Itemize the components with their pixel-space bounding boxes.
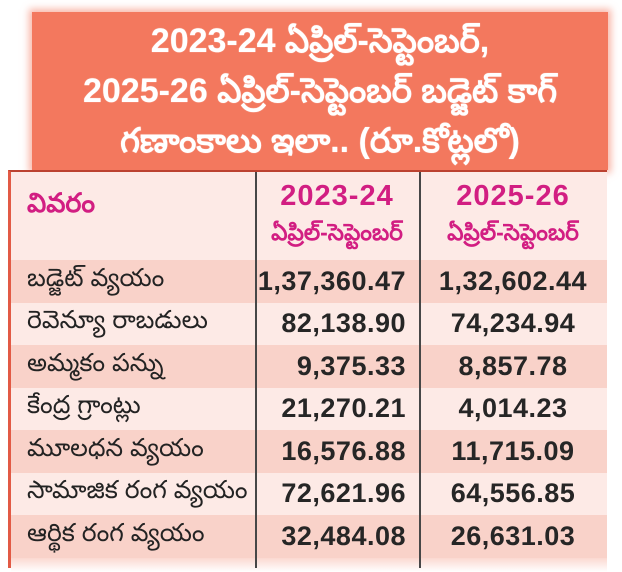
- value-2023: 32,484.08: [281, 520, 406, 551]
- row-label: బడ్జెట్ వ్యయం: [27, 263, 165, 292]
- value-2023: 16,576.88: [281, 435, 406, 466]
- header-cell-details: వివరం: [11, 172, 255, 260]
- table-row: కేంద్ర గ్రాంట్లు 21,270.21 4,014.23: [11, 387, 607, 430]
- table-row: మూలధన వ్యయం 16,576.88 11,715.09: [11, 430, 607, 473]
- header-cell-2023: 2023-24 ఏప్రిల్-సెప్టెంబర్: [255, 172, 419, 260]
- row-label: సామాజిక రంగ వ్యయం: [27, 476, 248, 505]
- column-header-2025-period: ఏప్రిల్-సెప్టెంబర్: [447, 219, 579, 245]
- bottom-fade: [11, 557, 607, 572]
- column-header-2023-year: 2023-24: [280, 180, 394, 212]
- title-line-3: గణాంకాలు ఇలా.. (రూ.కోట్లలో): [120, 122, 520, 160]
- value-2023: 1,37,360.47: [257, 265, 406, 296]
- row-label: ఆర్థిక రంగ వ్యయం: [27, 518, 205, 547]
- value-2023: 72,621.96: [281, 478, 406, 509]
- value-2025: 74,234.94: [450, 308, 576, 339]
- header-cell-2025: 2025-26 ఏప్రిల్-సెప్టెంబర్: [419, 172, 607, 260]
- table-header-row: వివరం 2023-24 ఏప్రిల్-సెప్టెంబర్ 2025-26…: [11, 172, 607, 260]
- value-2023: 21,270.21: [281, 393, 406, 424]
- table-row: అమ్మకం పన్ను 9,375.33 8,857.78: [11, 345, 607, 388]
- table-row: బడ్జెట్ వ్యయం 1,37,360.47 1,32,602.44: [11, 260, 607, 303]
- column-header-details: వివరం: [27, 188, 96, 218]
- value-2025: 1,32,602.44: [438, 265, 588, 296]
- column-divider-2: [419, 172, 421, 568]
- value-2023: 82,138.90: [281, 308, 406, 339]
- table-row: రెవెన్యూ రాబడులు 82,138.90 74,234.94: [11, 302, 607, 345]
- table-row: సామాజిక రంగ వ్యయం 72,621.96 64,556.85: [11, 472, 607, 515]
- title-line-1: 2023-24 ఏప్రిల్-సెప్టెంబర్,: [150, 22, 490, 60]
- column-header-2025-year: 2025-26: [456, 180, 570, 212]
- row-label: రెవెన్యూ రాబడులు: [27, 306, 208, 335]
- budget-table: వివరం 2023-24 ఏప్రిల్-సెప్టెంబర్ 2025-26…: [8, 170, 607, 572]
- column-header-2023-period: ఏప్రిల్-సెప్టెంబర్: [271, 219, 403, 245]
- column-divider-1: [255, 172, 257, 568]
- value-2025: 8,857.78: [458, 350, 568, 381]
- table-row: ఆర్థిక రంగ వ్యయం 32,484.08 26,631.03: [11, 515, 607, 558]
- value-2023: 9,375.33: [296, 350, 406, 381]
- title-banner: 2023-24 ఏప్రిల్-సెప్టెంబర్, 2025-26 ఏప్ర…: [32, 12, 608, 170]
- value-2025: 4,014.23: [458, 393, 568, 424]
- value-2025: 64,556.85: [450, 478, 576, 509]
- row-label: కేంద్ర గ్రాంట్లు: [27, 391, 141, 420]
- title-line-2: 2025-26 ఏప్రిల్-సెప్టెంబర్ బడ్జెట్ కాగ్: [82, 72, 558, 110]
- value-2025: 11,715.09: [451, 435, 575, 466]
- row-label: అమ్మకం పన్ను: [27, 348, 164, 377]
- row-label: మూలధన వ్యయం: [27, 433, 204, 462]
- value-2025: 26,631.03: [450, 520, 576, 551]
